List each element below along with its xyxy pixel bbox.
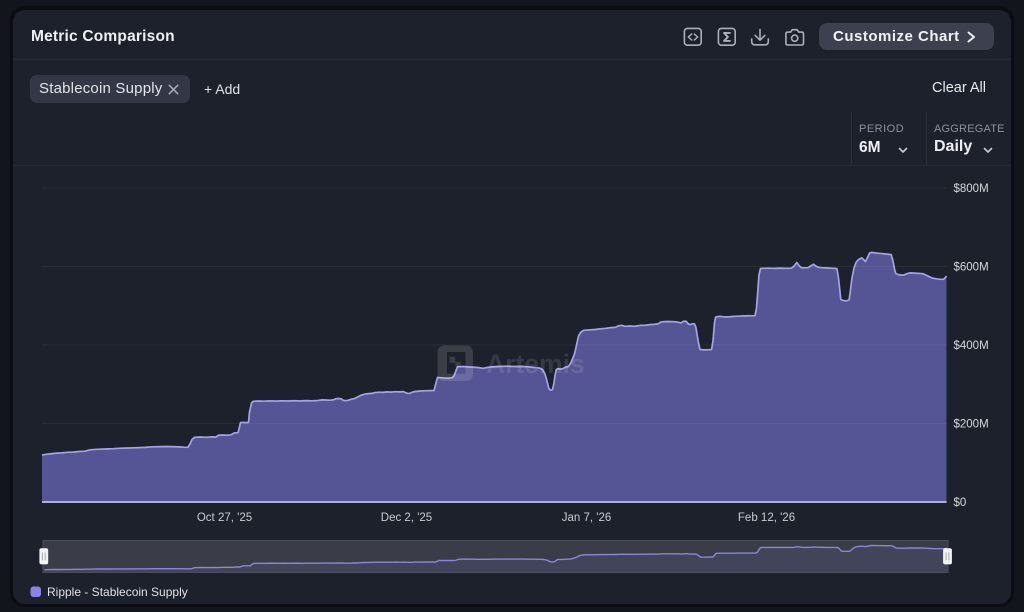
svg-text:Artemis: Artemis: [486, 349, 585, 379]
svg-text:Jan 7, '26: Jan 7, '26: [562, 512, 612, 524]
svg-text:Feb 12, '26: Feb 12, '26: [738, 512, 795, 524]
svg-text:Oct 27, '25: Oct 27, '25: [197, 512, 252, 524]
svg-text:$200M: $200M: [954, 419, 989, 431]
svg-text:$0: $0: [954, 497, 967, 509]
svg-text:$800M: $800M: [954, 183, 989, 195]
svg-text:$600M: $600M: [954, 262, 989, 274]
svg-text:$400M: $400M: [954, 340, 989, 352]
svg-text:Ripple - Stablecoin Supply: Ripple - Stablecoin Supply: [47, 585, 188, 599]
svg-text:Dec 2, '25: Dec 2, '25: [381, 512, 432, 524]
